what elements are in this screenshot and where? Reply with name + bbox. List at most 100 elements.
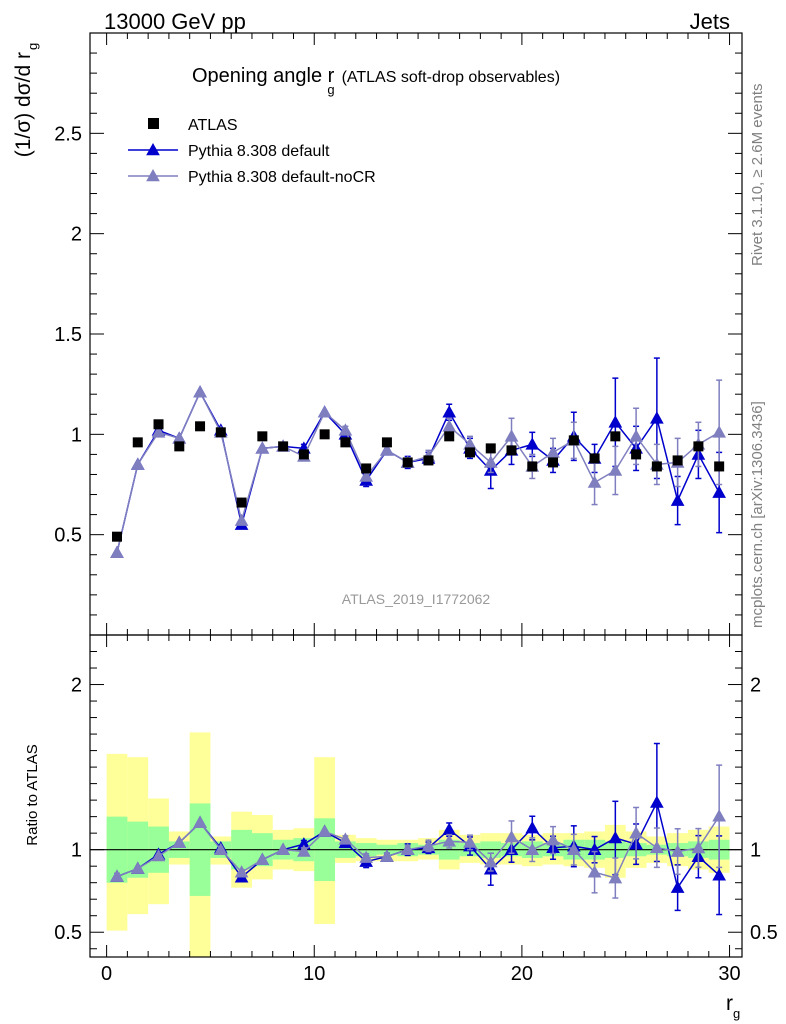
ratio-y-tick-label-right: 0.5 <box>750 922 778 944</box>
point-data <box>610 431 621 442</box>
ratio-point-mc1 <box>608 830 623 844</box>
point-data <box>153 419 164 430</box>
x-tick-label: 10 <box>303 963 325 985</box>
x-tick-label: 20 <box>511 963 533 985</box>
point-data <box>506 445 517 456</box>
x-axis-label-sub: g <box>733 1006 740 1021</box>
ratio-point-mc2 <box>276 842 290 855</box>
ratio-y-tick-label-right: 1 <box>750 840 761 862</box>
ratio-y-tick-label: 2 <box>71 675 82 697</box>
point-mc2 <box>359 469 374 482</box>
legend-label: ATLAS <box>188 117 238 134</box>
ratio-point-mc2 <box>255 852 270 865</box>
point-mc2 <box>483 455 498 468</box>
ratio-point-mc2 <box>380 849 394 862</box>
chart-title: Opening angle r g (ATLAS soft-drop observa… <box>192 65 560 97</box>
point-data <box>672 455 683 466</box>
point-mc2 <box>234 513 249 526</box>
ratio-point-mc2 <box>359 850 374 863</box>
point-data <box>568 435 579 446</box>
ratio-frame <box>89 634 743 958</box>
point-data <box>236 497 247 508</box>
point-data <box>298 449 309 460</box>
ratio-point-mc2 <box>193 815 207 828</box>
y-tick-label: 1.5 <box>54 324 82 346</box>
point-data <box>340 437 351 448</box>
ratio-point-mc1 <box>525 821 540 834</box>
ratio-point-mc2 <box>670 844 685 857</box>
point-mc2 <box>629 429 643 442</box>
point-mc2 <box>712 425 727 438</box>
ratio-point-mc2 <box>546 833 560 846</box>
ratio-point-mc2 <box>130 861 145 874</box>
chart-title-suffix: (ATLAS soft-drop observables) <box>342 69 560 86</box>
ratio-y-axis-label: Ratio to ATLAS <box>24 744 41 845</box>
ratio-point-mc2 <box>629 826 643 839</box>
point-mc1 <box>525 437 540 450</box>
point-data <box>651 461 662 472</box>
point-mc1 <box>650 411 664 424</box>
analysis-watermark: ATLAS_2019_I1772062 <box>342 591 491 607</box>
ratio-point-mc2 <box>234 865 249 878</box>
legend-label: Pythia 8.308 default-noCR <box>188 169 376 186</box>
ratio-point-mc2 <box>483 855 498 868</box>
point-mc1 <box>442 405 457 418</box>
y-tick-label: 2 <box>71 224 82 246</box>
series-line-mc1 <box>116 390 720 553</box>
mcplots-label: mcplots.cern.ch [arXiv:1306.3436] <box>749 401 766 628</box>
ratio-panel: 0 10 20 30 0.5 0.5 1 1 2 2 <box>54 634 778 985</box>
point-data <box>444 431 455 442</box>
ratio-point-mc2 <box>566 842 581 855</box>
chart-title-main: Opening angle r <box>192 65 335 87</box>
ratio-point-mc2 <box>151 848 166 862</box>
point-mc2 <box>317 405 332 418</box>
y-tick-label: 0.5 <box>54 525 82 547</box>
legend: ATLAS Pythia 8.308 default Pythia 8.308 de… <box>128 117 376 186</box>
ratio-point-mc2 <box>110 869 124 882</box>
ratio-point-mc2 <box>712 809 727 822</box>
point-data <box>278 441 289 452</box>
legend-label: Pythia 8.308 default <box>188 143 330 160</box>
point-data <box>319 429 330 440</box>
ratio-point-mc2 <box>691 840 706 854</box>
point-data <box>402 457 413 468</box>
point-mc1 <box>608 415 623 428</box>
point-data <box>464 447 475 458</box>
header-category-label: Jets <box>690 9 730 34</box>
point-mc2 <box>546 445 560 458</box>
point-mc2 <box>608 463 623 476</box>
x-tick-label: 0 <box>101 963 112 985</box>
ratio-point-mc2 <box>172 835 187 848</box>
header-energy-label: 13000 GeV pp <box>104 9 246 34</box>
ratio-point-mc2 <box>421 838 436 852</box>
point-data <box>361 463 372 474</box>
ratio-point-mc2 <box>463 835 477 848</box>
point-mc2 <box>587 475 602 488</box>
ratio-y-tick-label-right: 2 <box>750 675 761 697</box>
point-data <box>548 457 559 468</box>
point-mc2 <box>110 545 124 559</box>
ratio-point-mc2 <box>587 865 602 878</box>
series-line-mc2 <box>116 390 720 553</box>
y-axis-label: (1/σ) dσ/d r g <box>12 43 40 158</box>
legend-marker-mc1 <box>146 142 160 156</box>
ratio-point-mc2 <box>650 840 664 854</box>
ratio-point-mc2 <box>213 842 228 855</box>
ratio-point-mc2 <box>504 830 519 843</box>
point-mc2 <box>193 385 207 398</box>
point-data <box>589 453 600 464</box>
x-axis-label: rg <box>726 992 740 1021</box>
point-mc2 <box>338 423 353 436</box>
point-data <box>174 441 185 452</box>
point-data <box>381 437 392 448</box>
ratio-point-mc2 <box>338 832 353 845</box>
point-data <box>195 421 206 432</box>
point-data <box>132 437 143 448</box>
rivet-version-label: Rivet 3.1.10, ≥ 2.6M events <box>749 84 766 267</box>
ratio-y-tick-label: 0.5 <box>54 922 82 944</box>
point-mc1 <box>670 493 685 506</box>
point-data <box>631 449 642 460</box>
point-data <box>423 455 434 466</box>
ratio-point-mc2 <box>297 844 311 857</box>
ratio-line-mc2 <box>116 815 720 879</box>
